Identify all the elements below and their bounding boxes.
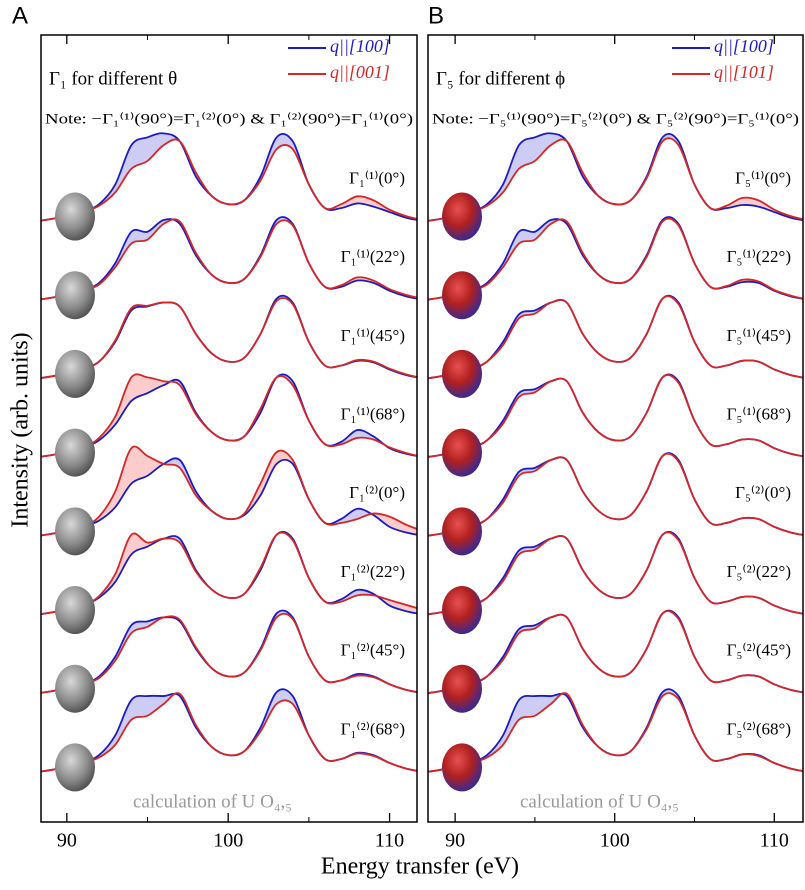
spectrum-line: [41, 297, 417, 379]
orbital-shape: [55, 349, 95, 398]
y-axis-label: Intensity (arb. units): [8, 332, 34, 527]
spectrum-label: Γ₅⁽²⁾(68°): [727, 719, 791, 738]
orbital-icon: [442, 586, 482, 635]
orbital-icon: [55, 664, 95, 713]
spectrum-line: [41, 692, 417, 773]
panel-annotation: calculation of U O₄,₅: [133, 791, 292, 812]
panel-label: B: [428, 2, 444, 29]
orbital-icon: [442, 428, 482, 477]
orbital-shape: [442, 586, 482, 635]
x-axis-label: Energy transfer (eV): [321, 854, 519, 880]
legend-label: q||[001]: [330, 62, 390, 82]
spectrum-line: [428, 295, 803, 380]
spectrum-line: [41, 445, 417, 537]
orbital-shape: [55, 271, 95, 320]
spectrum-label: Γ₁⁽¹⁾(68°): [341, 405, 405, 424]
orbital-icon: [55, 271, 95, 320]
orbital-shape: [55, 507, 95, 556]
orbital-shape: [55, 743, 95, 792]
panel-title: Γ₁ for different θ: [49, 68, 177, 89]
orbital-icon: [442, 743, 482, 792]
legend-label: q||[100]: [330, 36, 390, 56]
spectrum-line: [428, 374, 803, 458]
legend-label: q||[100]: [714, 36, 774, 56]
panel-label: A: [12, 2, 28, 29]
orbital-shape: [442, 664, 482, 713]
spectrum-label: Γ₅⁽²⁾(0°): [735, 483, 791, 502]
x-tick-label: 100: [213, 830, 243, 852]
axes-frame: [427, 34, 804, 823]
orbital-icon: [442, 664, 482, 713]
orbital-shape: [55, 192, 95, 241]
spectrum-line: [41, 531, 417, 616]
orbital-shape: [442, 507, 482, 556]
spectrum-label: Γ₁⁽²⁾(68°): [341, 719, 405, 738]
panel-note: Note: −Γ₁⁽¹⁾(90°)=Γ₁⁽²⁾(0°) & Γ₁⁽²⁾(90°)…: [45, 111, 413, 127]
spectrum-label: Γ₁⁽²⁾(0°): [349, 483, 405, 502]
spectrum-line: [428, 137, 803, 222]
orbital-icon: [442, 349, 482, 398]
spectrum-label: Γ₁⁽²⁾(45°): [341, 641, 405, 660]
spectrum-line: [41, 373, 417, 458]
orbital-icon: [55, 743, 95, 792]
x-tick-label: 110: [760, 830, 789, 852]
orbital-shape: [442, 743, 482, 792]
axes-frame: [40, 34, 418, 823]
spectrum-label: Γ₁⁽¹⁾(45°): [341, 326, 405, 345]
spectrum-line: [428, 531, 803, 616]
spectrum-label: Γ₅⁽¹⁾(0°): [735, 168, 791, 187]
orbital-icon: [442, 192, 482, 241]
panel: A Γ₁⁽¹⁾(0°) Γ₁⁽¹⁾(22°) Γ₁⁽¹⁾(45°) Γ₁⁽¹⁾(68°)…: [12, 2, 418, 852]
orbital-icon: [55, 192, 95, 241]
x-tick-label: 90: [445, 830, 465, 852]
orbital-icon: [442, 271, 482, 320]
x-tick-label: 100: [600, 830, 630, 852]
spectrum-line: [41, 138, 417, 222]
panel-note: Note: −Γ₅⁽¹⁾(90°)=Γ₅⁽²⁾(0°) & Γ₅⁽²⁾(90°)…: [432, 111, 799, 127]
orbital-icon: [55, 507, 95, 556]
spectrum-label: Γ₅⁽¹⁾(68°): [727, 405, 791, 424]
orbital-icon: [55, 349, 95, 398]
orbital-shape: [442, 271, 482, 320]
spectrum-label: Γ₁⁽¹⁾(0°): [349, 168, 405, 187]
spectrum-line: [41, 218, 417, 301]
spectrum-line: [428, 610, 803, 694]
orbital-icon: [55, 586, 95, 635]
spectrum-line: [428, 452, 803, 537]
x-tick-label: 110: [375, 830, 404, 852]
spectrum-label: Γ₁⁽¹⁾(22°): [341, 247, 405, 266]
panel-annotation: calculation of U O₄,₅: [520, 791, 679, 812]
panel: B Γ₅⁽¹⁾(0°) Γ₅⁽¹⁾(22°) Γ₅⁽¹⁾(45°) Γ₅⁽¹⁾(68°)…: [427, 2, 804, 852]
spectrum-label: Γ₅⁽²⁾(45°): [727, 641, 791, 660]
spectrum-label: Γ₅⁽²⁾(22°): [727, 562, 791, 581]
orbital-shape: [442, 428, 482, 477]
spectrum-line: [41, 612, 417, 694]
orbital-shape: [55, 428, 95, 477]
orbital-icon: [55, 428, 95, 477]
orbital-shape: [55, 586, 95, 635]
orbital-shape: [55, 664, 95, 713]
spectrum-line: [428, 217, 803, 301]
spectrum-label: Γ₁⁽²⁾(22°): [341, 562, 405, 581]
orbital-icon: [442, 507, 482, 556]
x-tick-label: 90: [57, 830, 77, 852]
orbital-shape: [442, 192, 482, 241]
orbital-shape: [442, 349, 482, 398]
spectrum-label: Γ₅⁽¹⁾(45°): [727, 326, 791, 345]
spectrum-line: [428, 692, 803, 773]
panel-title: Γ₅ for different ϕ: [436, 68, 565, 89]
spectrum-label: Γ₅⁽¹⁾(22°): [727, 247, 791, 266]
legend-label: q||[101]: [714, 62, 774, 82]
